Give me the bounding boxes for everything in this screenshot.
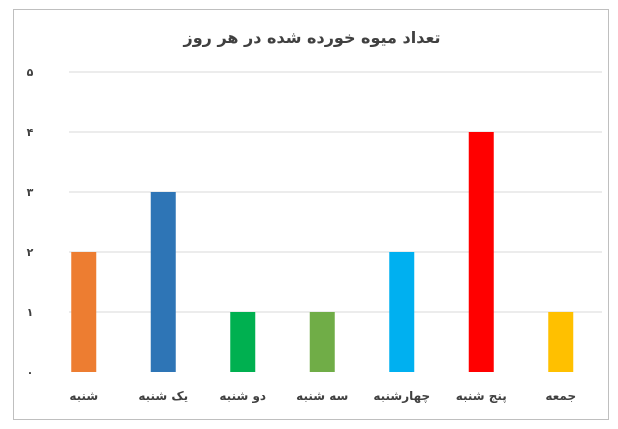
bar bbox=[309, 312, 335, 372]
x-tick-label: پنج شنبه bbox=[456, 389, 507, 403]
x-tick-label: یک شنبه bbox=[138, 389, 188, 403]
bar bbox=[389, 252, 415, 372]
y-tick-label: ۴ bbox=[27, 126, 34, 139]
y-tick-label: ۰ bbox=[27, 366, 34, 379]
chart-title: تعداد میوه خورده شده در هر روز bbox=[183, 28, 441, 47]
x-axis-ticks: شنبه یک شنبه دو شنبه سه شنبه چهارشنبه پنج شنب… bbox=[69, 389, 576, 404]
bar bbox=[230, 312, 256, 372]
y-tick-label: ۳ bbox=[27, 186, 34, 199]
y-tick-label: ۲ bbox=[27, 246, 34, 259]
bar bbox=[468, 132, 494, 372]
x-tick-label: چهارشنبه bbox=[373, 389, 430, 403]
y-axis-ticks: ۰ ۱ ۲ ۳ ۴ ۵ bbox=[27, 66, 34, 379]
bar bbox=[548, 312, 574, 372]
bars bbox=[71, 132, 574, 372]
x-tick-label: جمعه bbox=[545, 389, 576, 403]
chart-frame: تعداد میوه خورده شده در هر روز ۰ ۱ ۲ ۳ ۴ ۵ شن… bbox=[13, 9, 609, 420]
bar bbox=[150, 192, 176, 372]
x-tick-label: سه شنبه bbox=[296, 389, 348, 403]
gridlines bbox=[69, 71, 602, 313]
bar-chart: ۰ ۱ ۲ ۳ ۴ ۵ شنبه یک شنبه دو شنبه سه شنبه چهارشنبه… bbox=[27, 66, 602, 404]
y-tick-label: ۵ bbox=[27, 66, 34, 79]
x-tick-label: شنبه bbox=[69, 389, 98, 403]
bar bbox=[71, 252, 97, 372]
x-tick-label: دو شنبه bbox=[219, 389, 266, 404]
y-tick-label: ۱ bbox=[27, 306, 34, 319]
